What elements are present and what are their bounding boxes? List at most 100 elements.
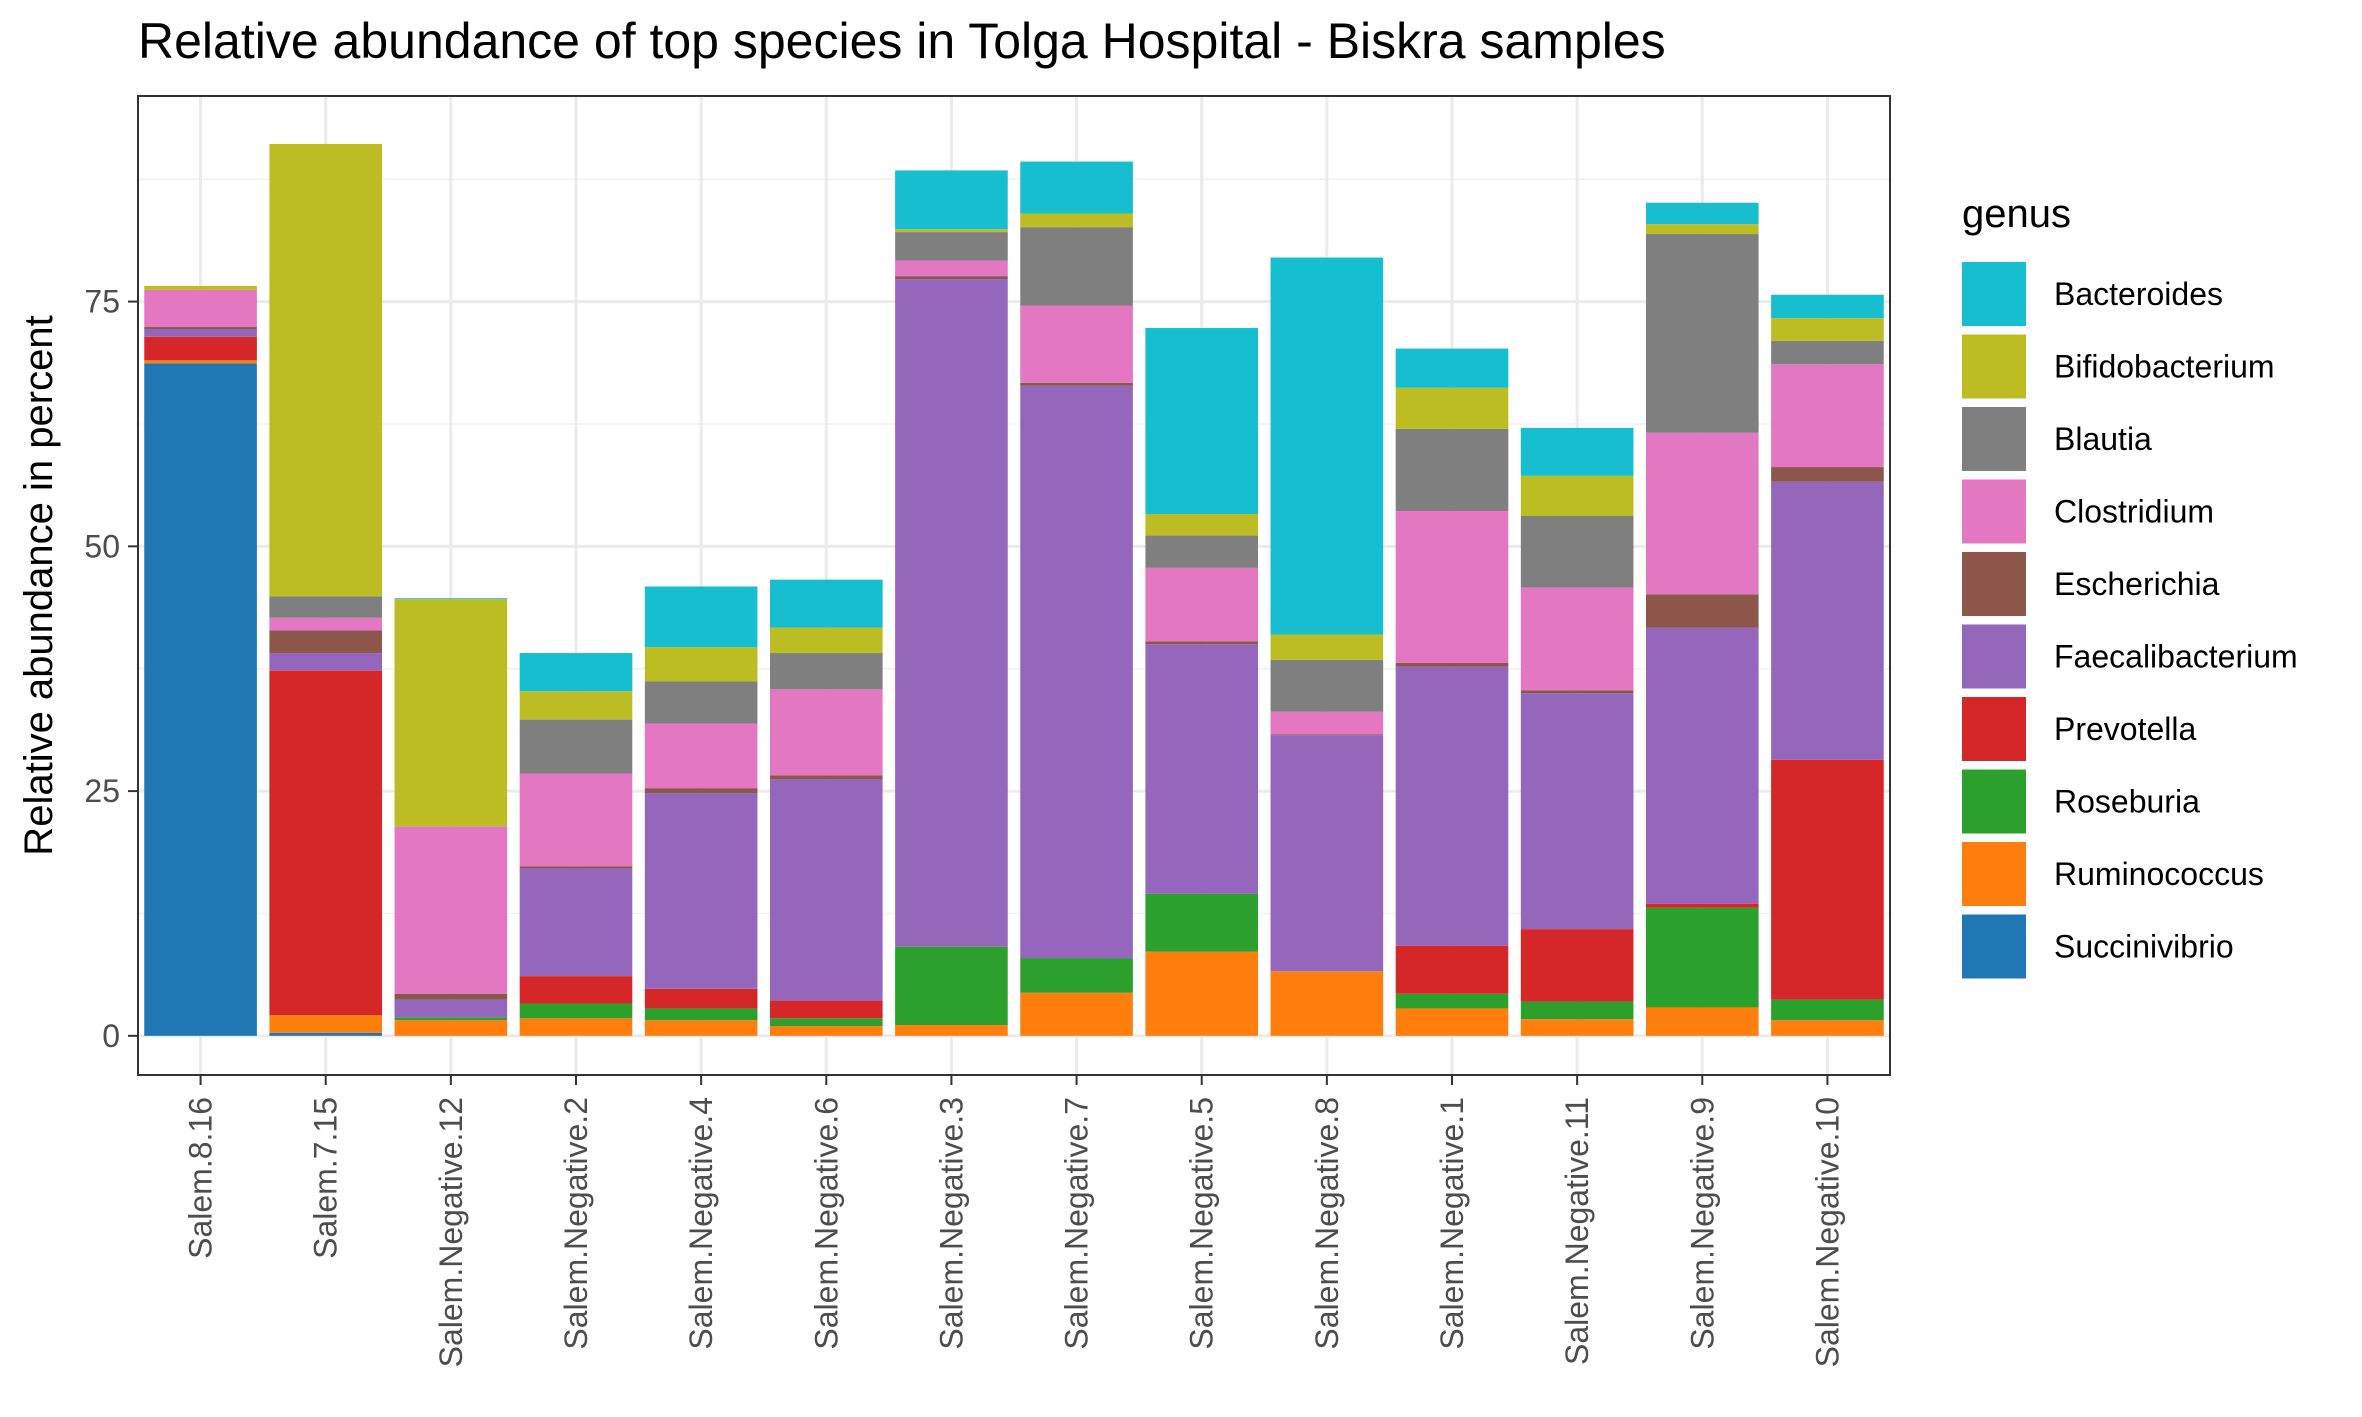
- legend-title: genus: [1962, 192, 2071, 236]
- bar-segment-ruminococcus: [269, 1015, 383, 1033]
- y-axis-title: Relative abundance in percent: [17, 315, 61, 855]
- bar-segment-bifidobacterium: [1145, 514, 1259, 536]
- bar-segment-blautia: [1020, 227, 1133, 306]
- bar-segment-clostridium: [895, 260, 1008, 277]
- bar-segment-escherichia: [394, 993, 508, 1000]
- legend-label-roseburia: Roseburia: [2054, 784, 2200, 820]
- bar-segment-blautia: [1771, 340, 1884, 365]
- bar-segment-ruminococcus: [144, 360, 257, 364]
- x-tick-label: Salem.Negative.4: [683, 1097, 719, 1350]
- bar-segment-blautia: [769, 653, 883, 690]
- legend-key-faecalibacterium: [1962, 624, 2026, 689]
- bar-segment-prevotella: [1395, 945, 1509, 994]
- x-tick-label: Salem.Negative.3: [933, 1097, 969, 1350]
- legend-key-succinivibrio: [1962, 914, 2026, 979]
- bar-segment-bifidobacterium: [519, 691, 633, 720]
- legend-key-bacteroides: [1962, 262, 2026, 326]
- bar-segment-escherichia: [519, 866, 633, 869]
- bar-segment-escherichia: [1020, 382, 1133, 386]
- plot-panel-border: [137, 95, 1891, 1076]
- bar-segment-bifidobacterium: [1395, 387, 1509, 429]
- bar-segment-bacteroides: [1020, 161, 1133, 214]
- bar-segment-faecalibacterium: [519, 868, 633, 977]
- bar-segment-blautia: [895, 232, 1008, 261]
- y-tick-label: 0: [102, 1018, 120, 1054]
- bar-segment-blautia: [1145, 535, 1259, 568]
- bar-segment-prevotella: [519, 976, 633, 1004]
- bar-segment-prevotella: [1645, 903, 1759, 908]
- bar-segment-succinivibrio: [269, 1032, 383, 1036]
- bar-segment-roseburia: [1645, 907, 1759, 1008]
- legend-label-bacteroides: Bacteroides: [2054, 276, 2223, 312]
- x-tick-label: Salem.7.15: [308, 1097, 344, 1259]
- bar-segment-bifidobacterium: [144, 285, 257, 290]
- legend-label-ruminococcus: Ruminococcus: [2054, 856, 2264, 892]
- bar-segment-bifidobacterium: [1645, 224, 1759, 235]
- bar-segment-clostridium: [519, 773, 633, 867]
- x-tick-label: Salem.Negative.6: [808, 1097, 844, 1350]
- legend-label-escherichia: Escherichia: [2054, 566, 2220, 602]
- bar-segment-bacteroides: [394, 598, 508, 600]
- bar-segment-bacteroides: [769, 579, 883, 628]
- bar-segment-bacteroides: [895, 170, 1008, 230]
- bar-segment-prevotella: [269, 670, 383, 1016]
- bar-segment-ruminococcus: [1645, 1007, 1759, 1036]
- bar-segment-faecalibacterium: [895, 279, 1008, 947]
- bar-segment-escherichia: [895, 276, 1008, 280]
- bar-segment-bacteroides: [1771, 294, 1884, 319]
- bar-segment-clostridium: [769, 689, 883, 776]
- bar-segment-escherichia: [144, 327, 257, 330]
- legend-label-prevotella: Prevotella: [2054, 711, 2197, 747]
- bar-segment-bifidobacterium: [269, 143, 383, 597]
- bar-segment-blautia: [1395, 428, 1509, 512]
- bar-segment-bifidobacterium: [394, 599, 508, 827]
- legend-label-faecalibacterium: Faecalibacterium: [2054, 639, 2298, 675]
- bar-segments: [144, 143, 1884, 1036]
- bar-segment-ruminococcus: [769, 1026, 883, 1036]
- bar-segment-faecalibacterium: [269, 653, 383, 671]
- y-axis: 0 25 50 75: [84, 284, 138, 1054]
- bar-segment-bifidobacterium: [1270, 634, 1384, 660]
- bar-segment-faecalibacterium: [1645, 627, 1759, 904]
- bar-segment-prevotella: [1520, 929, 1634, 1002]
- bar-segment-escherichia: [1645, 594, 1759, 628]
- bar-segment-roseburia: [1520, 1001, 1634, 1020]
- plot-panel: [137, 95, 1891, 1076]
- bar-segment-roseburia: [1020, 958, 1133, 993]
- bar-segment-escherichia: [644, 788, 758, 794]
- y-tick-label: 50: [84, 528, 120, 564]
- x-tick-label: Salem.Negative.1: [1434, 1097, 1470, 1350]
- bar-segment-prevotella: [1771, 759, 1884, 1000]
- bar-segment-roseburia: [769, 1018, 883, 1027]
- bar-segment-bacteroides: [1270, 257, 1384, 635]
- legend-key-ruminococcus: [1962, 842, 2026, 906]
- bar-segment-bacteroides: [519, 653, 633, 692]
- bar-segment-bifidobacterium: [1520, 475, 1634, 516]
- x-tick-label: Salem.Negative.12: [433, 1097, 469, 1367]
- bar-segment-clostridium: [1395, 511, 1509, 663]
- bar-segment-faecalibacterium: [1145, 644, 1259, 894]
- bar-segment-ruminococcus: [1020, 992, 1133, 1036]
- bar-segment-clostridium: [1645, 432, 1759, 595]
- bar-segment-faecalibacterium: [1395, 666, 1509, 946]
- legend-label-clostridium: Clostridium: [2054, 494, 2214, 530]
- bar-segment-bifidobacterium: [769, 627, 883, 654]
- bar-segment-bacteroides: [644, 586, 758, 648]
- bar-segment-blautia: [269, 596, 383, 618]
- legend-label-blautia: Blautia: [2054, 421, 2152, 457]
- x-tick-label: Salem.8.16: [183, 1097, 219, 1259]
- bar-segment-prevotella: [644, 988, 758, 1009]
- bar-segment-roseburia: [394, 1017, 508, 1021]
- bar-segment-ruminococcus: [1145, 951, 1259, 1036]
- bar-segment-bifidobacterium: [1020, 213, 1133, 228]
- bar-segment-faecalibacterium: [769, 779, 883, 1001]
- bar-segment-clostridium: [1145, 567, 1259, 642]
- legend: genus Bacteroides Bifidobacterium Blautia C…: [1962, 192, 2298, 979]
- bar-segment-ruminococcus: [519, 1018, 633, 1036]
- bar-segment-clostridium: [1771, 364, 1884, 468]
- legend-label-bifidobacterium: Bifidobacterium: [2054, 349, 2275, 385]
- bar-segment-blautia: [1645, 234, 1759, 433]
- bar-segment-escherichia: [1395, 662, 1509, 667]
- bar-segment-ruminococcus: [394, 1020, 508, 1036]
- bar-segment-faecalibacterium: [144, 329, 257, 337]
